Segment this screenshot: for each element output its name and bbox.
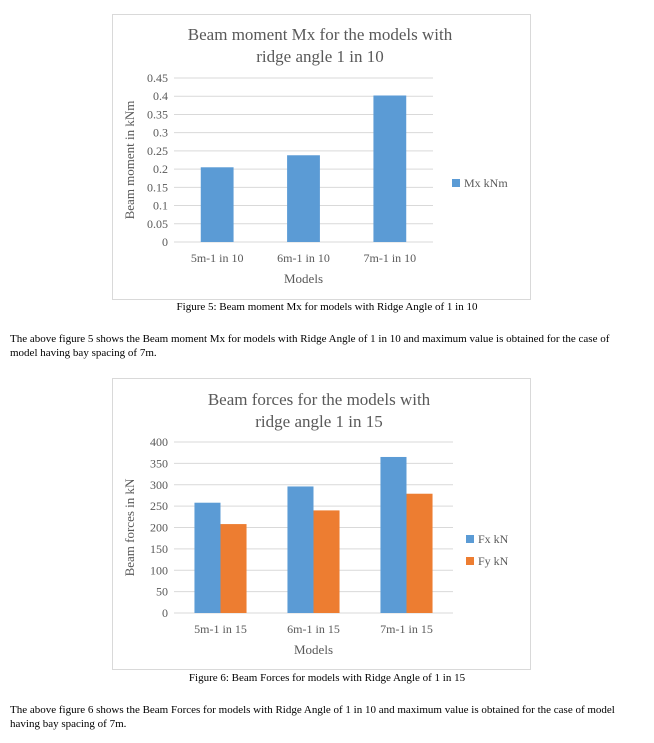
y-tick-label: 150: [150, 542, 168, 556]
chart-title-line: ridge angle 1 in 10: [256, 47, 383, 66]
figure-5-chart: Beam moment Mx for the models with ridge …: [112, 14, 531, 300]
y-tick-label: 0.2: [153, 162, 168, 176]
y-tick-label: 0.25: [147, 144, 168, 158]
paragraph-figure-5: The above figure 5 shows the Beam moment…: [10, 333, 610, 359]
bar: [380, 456, 407, 613]
bar: [406, 493, 433, 613]
legend-swatch: [452, 179, 460, 187]
y-tick-label: 0.3: [153, 126, 168, 140]
y-tick-label: 0.1: [153, 199, 168, 213]
figure-5-caption: Figure 5: Beam moment Mx for models with…: [176, 301, 478, 313]
chart-title-line: ridge angle 1 in 15: [255, 412, 382, 431]
bar: [220, 524, 247, 613]
x-tick-label: 7m-1 in 15: [380, 622, 433, 636]
y-axis-label: Beam forces in kN: [122, 478, 137, 576]
bar: [287, 486, 314, 613]
bar: [313, 510, 340, 613]
x-axis-label: Models: [284, 271, 323, 286]
y-tick-label: 200: [150, 521, 168, 535]
bar: [373, 95, 407, 242]
y-axis-label: Beam moment in kNm: [122, 101, 137, 220]
x-tick-label: 5m-1 in 10: [191, 251, 244, 265]
y-tick-label: 400: [150, 435, 168, 449]
figure-6-chart: Beam forces for the models with ridge ang…: [112, 378, 531, 670]
x-tick-label: 6m-1 in 15: [287, 622, 340, 636]
legend-swatch: [466, 557, 474, 565]
y-tick-label: 0.45: [147, 71, 168, 85]
beam-moment-chart-svg: Beam moment Mx for the models with ridge …: [122, 25, 508, 286]
figure-6-caption: Figure 6: Beam Forces for models with Ri…: [188, 672, 466, 684]
y-tick-label: 0: [162, 235, 168, 249]
y-tick-label: 50: [156, 585, 168, 599]
x-axis-label: Models: [294, 642, 333, 657]
y-tick-label: 300: [150, 478, 168, 492]
bar: [287, 155, 320, 242]
bar: [200, 167, 234, 242]
legend-label: Fy kN: [478, 554, 509, 568]
legend-label: Fx kN: [478, 532, 509, 546]
y-tick-label: 350: [150, 456, 168, 470]
chart-title-line: Beam moment Mx for the models with: [188, 25, 453, 44]
y-tick-label: 0: [162, 606, 168, 620]
x-tick-label: 5m-1 in 15: [194, 622, 247, 636]
y-tick-label: 0.4: [153, 89, 168, 103]
x-tick-label: 6m-1 in 10: [277, 251, 330, 265]
x-tick-label: 7m-1 in 10: [363, 251, 416, 265]
y-tick-label: 250: [150, 499, 168, 513]
paragraph-figure-6: The above figure 6 shows the Beam Forces…: [10, 704, 615, 730]
beam-forces-chart-svg: Beam forces for the models with ridge ang…: [122, 390, 509, 657]
y-tick-label: 0.35: [147, 107, 168, 121]
chart-title-line: Beam forces for the models with: [208, 390, 431, 409]
legend-label: Mx kNm: [464, 176, 508, 190]
legend-swatch: [466, 535, 474, 543]
y-tick-label: 100: [150, 563, 168, 577]
y-tick-label: 0.05: [147, 217, 168, 231]
y-tick-label: 0.15: [147, 180, 168, 194]
bar: [194, 502, 221, 613]
